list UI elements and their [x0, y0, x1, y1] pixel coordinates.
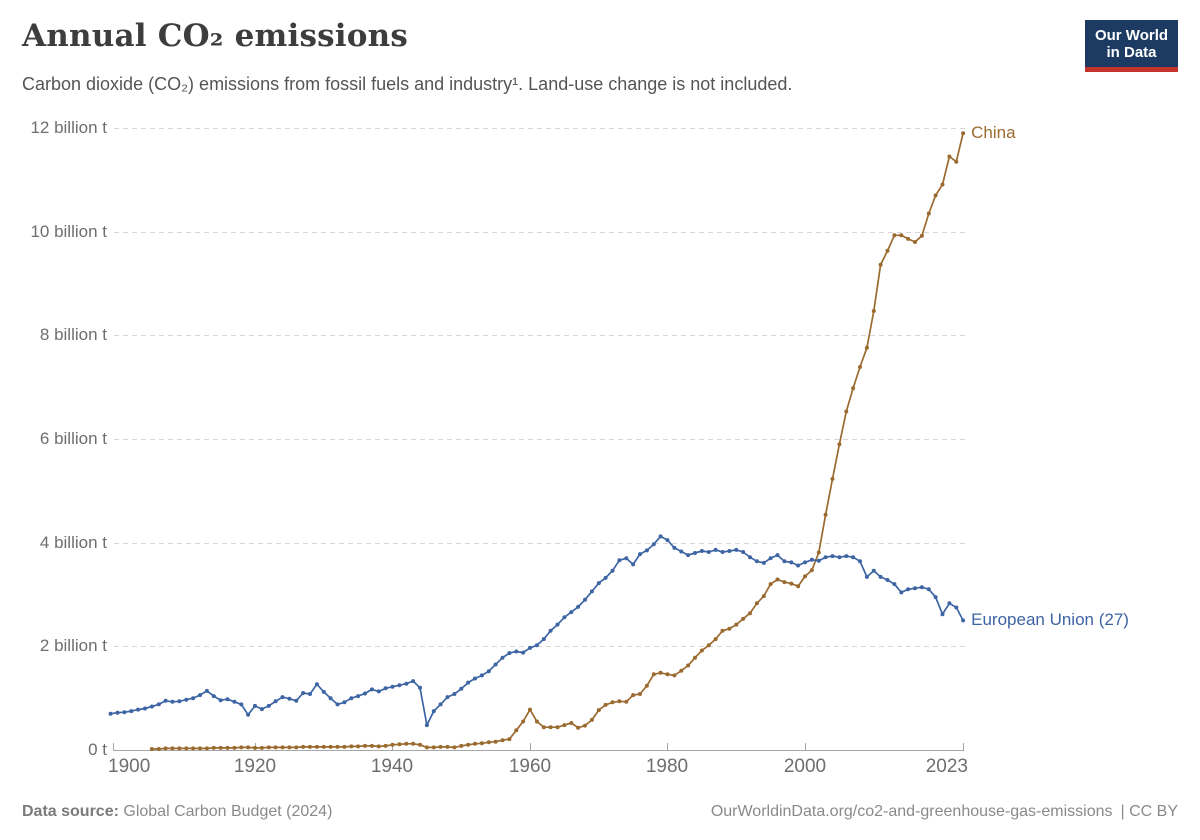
x-axis-label-2000: 2000 — [783, 756, 827, 777]
series-label-china: China — [971, 123, 1016, 143]
y-gridline-8 — [114, 335, 968, 336]
x-axis-label-2023: 2023 — [925, 756, 968, 777]
y-axis-label-12: 12 billion t — [30, 118, 107, 137]
y-gridline-10 — [114, 232, 968, 233]
data-source-note: Data source: Global Carbon Budget (2024) — [22, 803, 332, 821]
data-source-value: Global Carbon Budget (2024) — [118, 803, 333, 820]
x-axis-label-1980: 1980 — [645, 756, 689, 777]
license-badge: | CC BY — [1120, 803, 1179, 820]
attribution: OurWorldinData.org/co2-and-greenhouse-ga… — [711, 803, 1178, 821]
owid-url-link[interactable]: OurWorldinData.org/co2-and-greenhouse-ga… — [710, 803, 1113, 820]
y-gridline-6 — [114, 439, 968, 440]
x-axis-label-1960: 1960 — [508, 756, 552, 777]
x-tick-1980 — [667, 743, 668, 750]
x-axis-label-1900: 1900 — [108, 756, 151, 777]
chart-subtitle: Carbon dioxide (CO₂) emissions from foss… — [22, 74, 793, 94]
page-title: Annual CO₂ emissions — [22, 18, 409, 54]
y-gridline-2 — [114, 646, 968, 647]
y-axis-label-4: 4 billion t — [39, 533, 107, 552]
owid-logo-line1: Our World — [1094, 26, 1169, 44]
x-axis-line — [113, 750, 964, 751]
y-gridline-12 — [114, 128, 968, 129]
x-axis-label-1940: 1940 — [370, 756, 414, 777]
x-tick-end — [963, 743, 964, 750]
y-axis-label-6: 6 billion t — [39, 429, 107, 448]
data-source-label: Data source: — [22, 803, 119, 820]
x-tick-1960 — [530, 743, 531, 750]
owid-logo-line2: in Data — [1106, 43, 1157, 61]
y-axis-label-0: 0 t — [88, 740, 107, 759]
y-axis-label-2: 2 billion t — [39, 636, 107, 655]
x-tick-start — [113, 743, 114, 750]
y-gridline-4 — [114, 543, 968, 544]
x-tick-2000 — [805, 743, 806, 750]
y-axis-label-10: 10 billion t — [30, 222, 107, 241]
series-label-european-union: European Union (27) — [971, 610, 1129, 630]
x-axis-label-1920: 1920 — [233, 756, 277, 777]
y-axis-label-8: 8 billion t — [39, 325, 107, 344]
owid-logo[interactable]: Our World in Data — [1085, 20, 1178, 72]
